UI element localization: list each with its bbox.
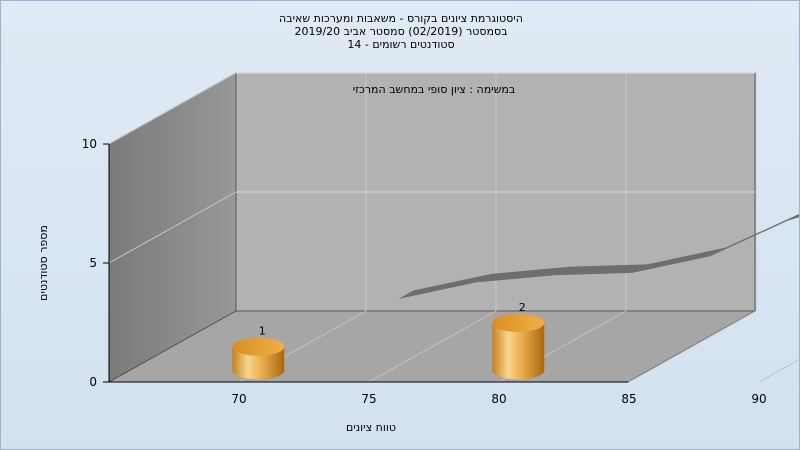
x-tick-label: 90 <box>751 392 766 406</box>
chart-subtitle: במשימה : ציון סופי במחשב המרכזי <box>353 83 516 96</box>
bar-value-label: 2 <box>519 301 526 314</box>
x-axis-label: טווח ציונים <box>346 421 396 434</box>
trend-ribbon-shadow <box>398 214 799 300</box>
grid-line-x-floor <box>628 310 757 383</box>
x-tick-label: 85 <box>621 392 636 406</box>
grid-line-y <box>108 72 237 145</box>
bar <box>492 322 545 380</box>
tick-labels: 0510707580859095100 <box>82 137 767 406</box>
x-tick-label: 80 <box>491 392 506 406</box>
x-tick-label: 70 <box>231 392 246 406</box>
x-tick-label: 75 <box>361 392 376 406</box>
bar <box>232 346 285 380</box>
grid-line-y <box>108 191 237 264</box>
bar-top <box>232 337 285 356</box>
chart-title-line-3: סטודנטים רשומים - 14 <box>347 38 455 51</box>
grid-line-x-floor <box>758 359 799 383</box>
trend-ribbon <box>398 214 799 300</box>
y-axis-label: מספר סטודנטים <box>37 225 50 301</box>
chart-title-line-1: היסטוגרמת ציונים בקורס - משאבות ומערכות … <box>279 12 523 25</box>
y-tick-label: 5 <box>89 256 97 270</box>
bar-value-label: 1 <box>259 325 266 338</box>
bar-top <box>492 313 545 332</box>
chart-title-line-2: בסמסטר (02/2019) סמסטר אביב 2019/20 <box>294 25 508 38</box>
bars: 1283 <box>232 301 545 380</box>
grid-line-x-floor <box>368 310 497 383</box>
y-tick-label: 10 <box>82 137 97 151</box>
y-tick-label: 0 <box>89 375 97 389</box>
